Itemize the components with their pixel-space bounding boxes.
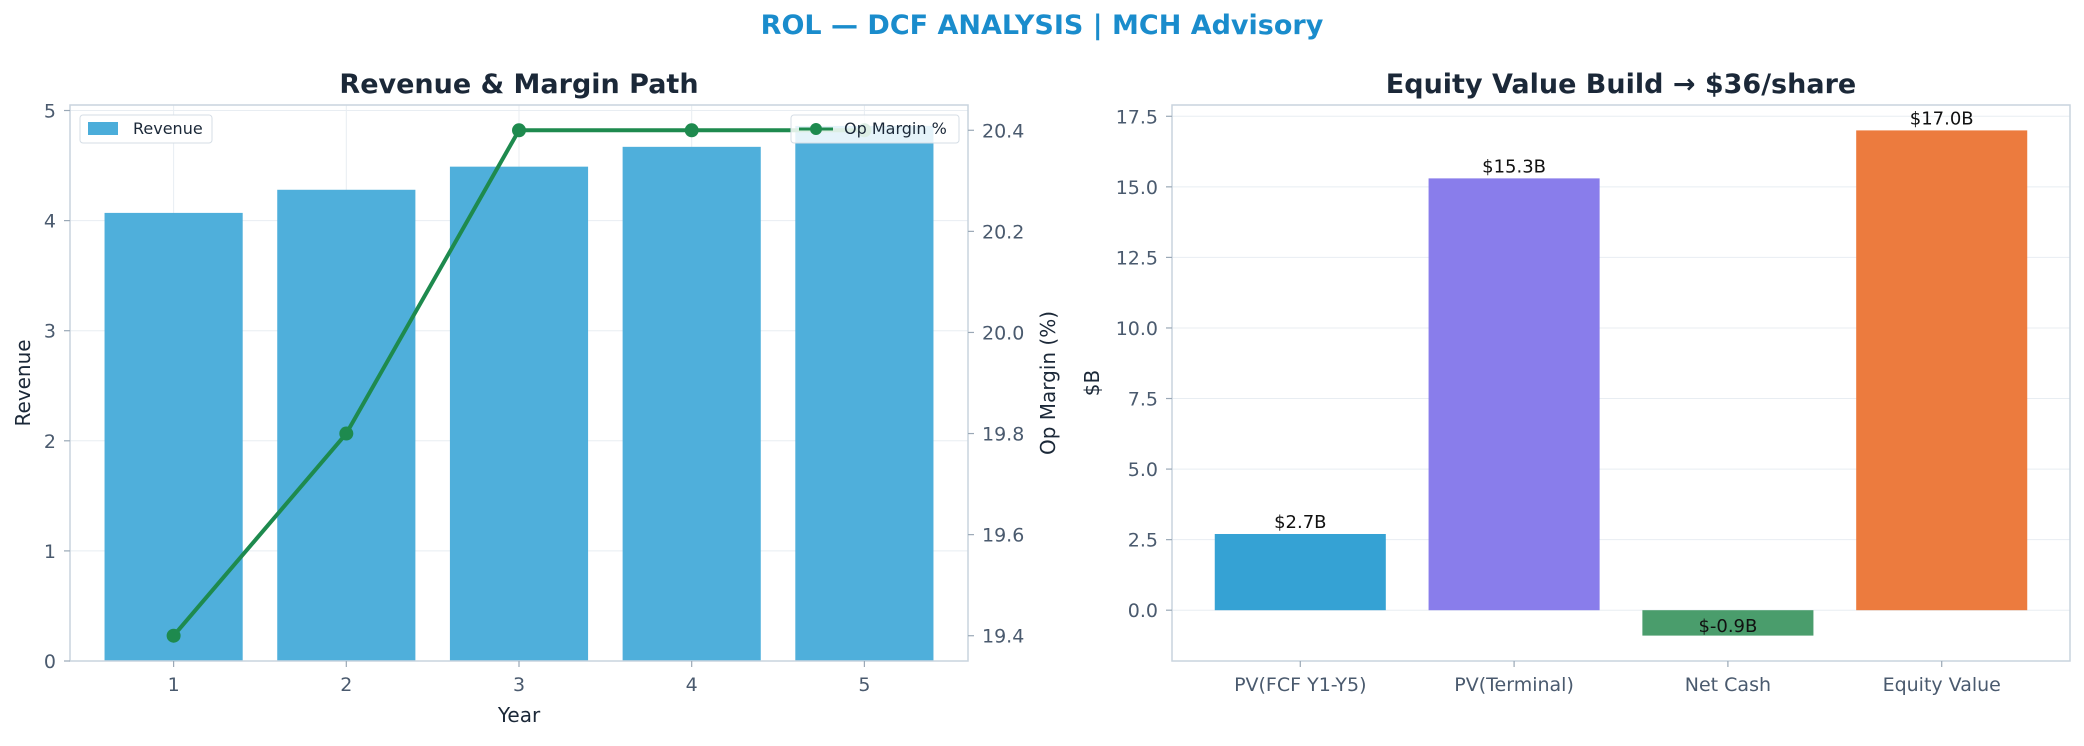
op-margin-point (166, 628, 181, 643)
equity-x-axis: PV(FCF Y1-Y5) PV(Terminal) Net Cash Equity … (1234, 661, 2001, 696)
year-x-tick-label: 5 (858, 674, 870, 696)
equity-x-tick-label: Equity Value (1883, 674, 2001, 696)
equity-bar (1428, 178, 1600, 611)
equity-bar (1642, 610, 1814, 636)
year-x-tick-label: 4 (686, 674, 698, 696)
year-x-tick-label: 3 (513, 674, 525, 696)
revenue-x-axis-label: Year (497, 703, 541, 727)
equity-y-tick-label: 5.0 (1128, 459, 1158, 481)
equity-y-tick-label: 15.0 (1116, 177, 1158, 199)
revenue-y-tick-label: 3 (44, 321, 56, 343)
equity-bars: $2.7B $15.3B $-0.9B $17.0B (1214, 108, 2028, 637)
equity-y-axis-label: $B (1080, 370, 1104, 396)
revenue-bar (795, 125, 934, 661)
revenue-y-tick-label: 2 (44, 431, 56, 453)
op-margin-legend-box (790, 114, 960, 144)
revenue-y-tick-label: 4 (44, 211, 56, 233)
year-x-tick-label: 1 (168, 674, 180, 696)
op-margin-y-tick-label: 20.0 (982, 322, 1024, 344)
revenue-y-tick-label: 0 (44, 651, 56, 673)
equity-y-axis: 0.0 2.5 5.0 7.5 10.0 12.5 15.0 17.5 (1116, 106, 1172, 622)
op-margin-y-tick-label: 20.2 (982, 221, 1024, 243)
revenue-bar (449, 166, 589, 661)
equity-x-tick-label: Net Cash (1685, 674, 1771, 696)
equity-y-tick-label: 2.5 (1128, 530, 1158, 552)
equity-value-panel: $2.7B $15.3B $-0.9B $17.0B 0.0 2.5 5.0 7.5 10.0… (1080, 69, 2071, 696)
op-margin-y-tick-label: 19.8 (982, 424, 1024, 446)
equity-bar-value-label: $-0.9B (1698, 616, 1757, 637)
equity-x-tick-label: PV(FCF Y1-Y5) (1234, 674, 1366, 696)
op-margin-point (684, 123, 699, 138)
revenue-legend-label: Revenue (133, 119, 203, 138)
equity-y-tick-label: 0.0 (1128, 600, 1158, 622)
op-margin-legend-label: Op Margin % (844, 119, 947, 138)
revenue-legend-swatch (88, 122, 118, 135)
equity-bar-value-label: $15.3B (1482, 156, 1546, 177)
equity-bar (1214, 533, 1386, 611)
equity-bar (1856, 130, 2028, 611)
op-margin-line (166, 123, 872, 643)
revenue-y-tick-label: 1 (44, 541, 56, 563)
revenue-panel-title: Revenue & Margin Path (339, 69, 698, 100)
year-x-axis: 1 2 3 4 5 (168, 661, 870, 696)
year-x-tick-label: 2 (340, 674, 352, 696)
equity-y-tick-label: 7.5 (1128, 389, 1158, 411)
op-margin-point (512, 123, 526, 138)
equity-y-tick-label: 17.5 (1116, 106, 1158, 128)
op-margin-legend: Op Margin % (790, 114, 960, 144)
op-margin-y-tick-label: 19.4 (982, 626, 1024, 648)
op-margin-point (339, 426, 354, 441)
revenue-legend: Revenue (79, 114, 213, 144)
revenue-margin-panel: 0 1 2 3 4 5 19.4 19.6 19.8 20.0 20.2 20.4 1 2 3 4 5 Re… (11, 69, 1060, 727)
revenue-y-tick-label: 5 (44, 101, 56, 123)
op-margin-y-axis: 19.4 19.6 19.8 20.0 20.2 20.4 (968, 120, 1024, 648)
equity-y-tick-label: 10.0 (1116, 318, 1158, 340)
op-margin-legend-marker (810, 123, 822, 135)
op-margin-y-tick-label: 19.6 (982, 525, 1024, 547)
op-margin-y-tick-label: 20.4 (982, 120, 1024, 142)
revenue-y-axis: 0 1 2 3 4 5 (44, 101, 70, 673)
equity-panel-title: Equity Value Build → $36/share (1386, 69, 1856, 100)
revenue-bar (622, 146, 761, 661)
revenue-bar (104, 212, 243, 661)
equity-y-tick-label: 12.5 (1116, 247, 1158, 269)
equity-bar-value-label: $2.7B (1274, 512, 1326, 533)
equity-x-tick-label: PV(Terminal) (1454, 674, 1574, 696)
equity-plot-frame (1171, 104, 2071, 662)
revenue-y-axis-label: Revenue (11, 339, 35, 426)
figure-suptitle: ROL — DCF ANALYSIS | MCH Advisory (761, 10, 1324, 41)
revenue-bar (277, 189, 416, 661)
equity-bar-value-label: $17.0B (1910, 108, 1974, 129)
op-margin-y-axis-label: Op Margin (%) (1036, 311, 1060, 455)
revenue-bars (104, 125, 934, 661)
